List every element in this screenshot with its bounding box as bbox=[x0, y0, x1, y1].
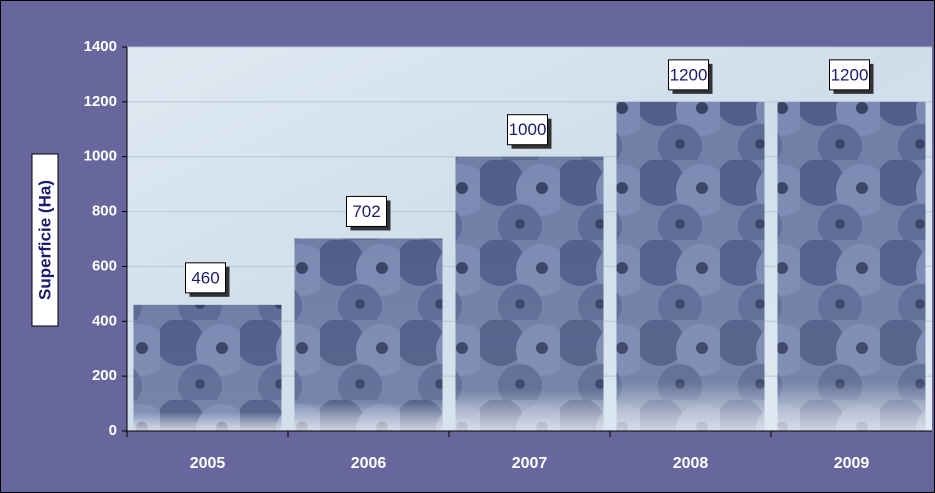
bar-shade bbox=[133, 304, 282, 431]
y-axis-label: Superficie (Ha) bbox=[35, 180, 54, 300]
y-tick-label: 200 bbox=[92, 367, 117, 384]
value-label: 1200 bbox=[831, 65, 869, 84]
y-tick-label: 1000 bbox=[84, 148, 117, 165]
bar-shade bbox=[616, 101, 765, 431]
bar-shade bbox=[455, 156, 604, 431]
value-label-box bbox=[829, 59, 870, 91]
value-label-box bbox=[346, 195, 387, 227]
y-tick-label: 0 bbox=[109, 422, 117, 439]
value-label-box bbox=[668, 59, 709, 91]
x-tick-label: 2007 bbox=[512, 455, 548, 472]
y-tick-label: 1200 bbox=[84, 93, 117, 110]
y-tick-label: 400 bbox=[92, 312, 117, 329]
bar-shade bbox=[777, 101, 926, 431]
y-tick-label: 800 bbox=[92, 203, 117, 220]
x-tick-label: 2008 bbox=[673, 455, 709, 472]
y-label-group: Superficie (Ha) bbox=[31, 153, 59, 327]
x-tick-label: 2009 bbox=[834, 455, 870, 472]
value-label: 460 bbox=[191, 268, 219, 287]
x-tick-label: 2005 bbox=[190, 455, 226, 472]
y-tick-label: 1400 bbox=[84, 38, 117, 55]
y-label-box bbox=[31, 153, 59, 327]
x-tick-label: 2006 bbox=[351, 455, 387, 472]
value-label: 1200 bbox=[670, 65, 708, 84]
value-label-box bbox=[185, 262, 226, 294]
value-label: 1000 bbox=[509, 120, 547, 139]
value-label-box bbox=[507, 114, 548, 146]
value-label: 702 bbox=[352, 202, 380, 221]
y-tick-label: 600 bbox=[92, 257, 117, 274]
bar-shade bbox=[294, 238, 443, 431]
